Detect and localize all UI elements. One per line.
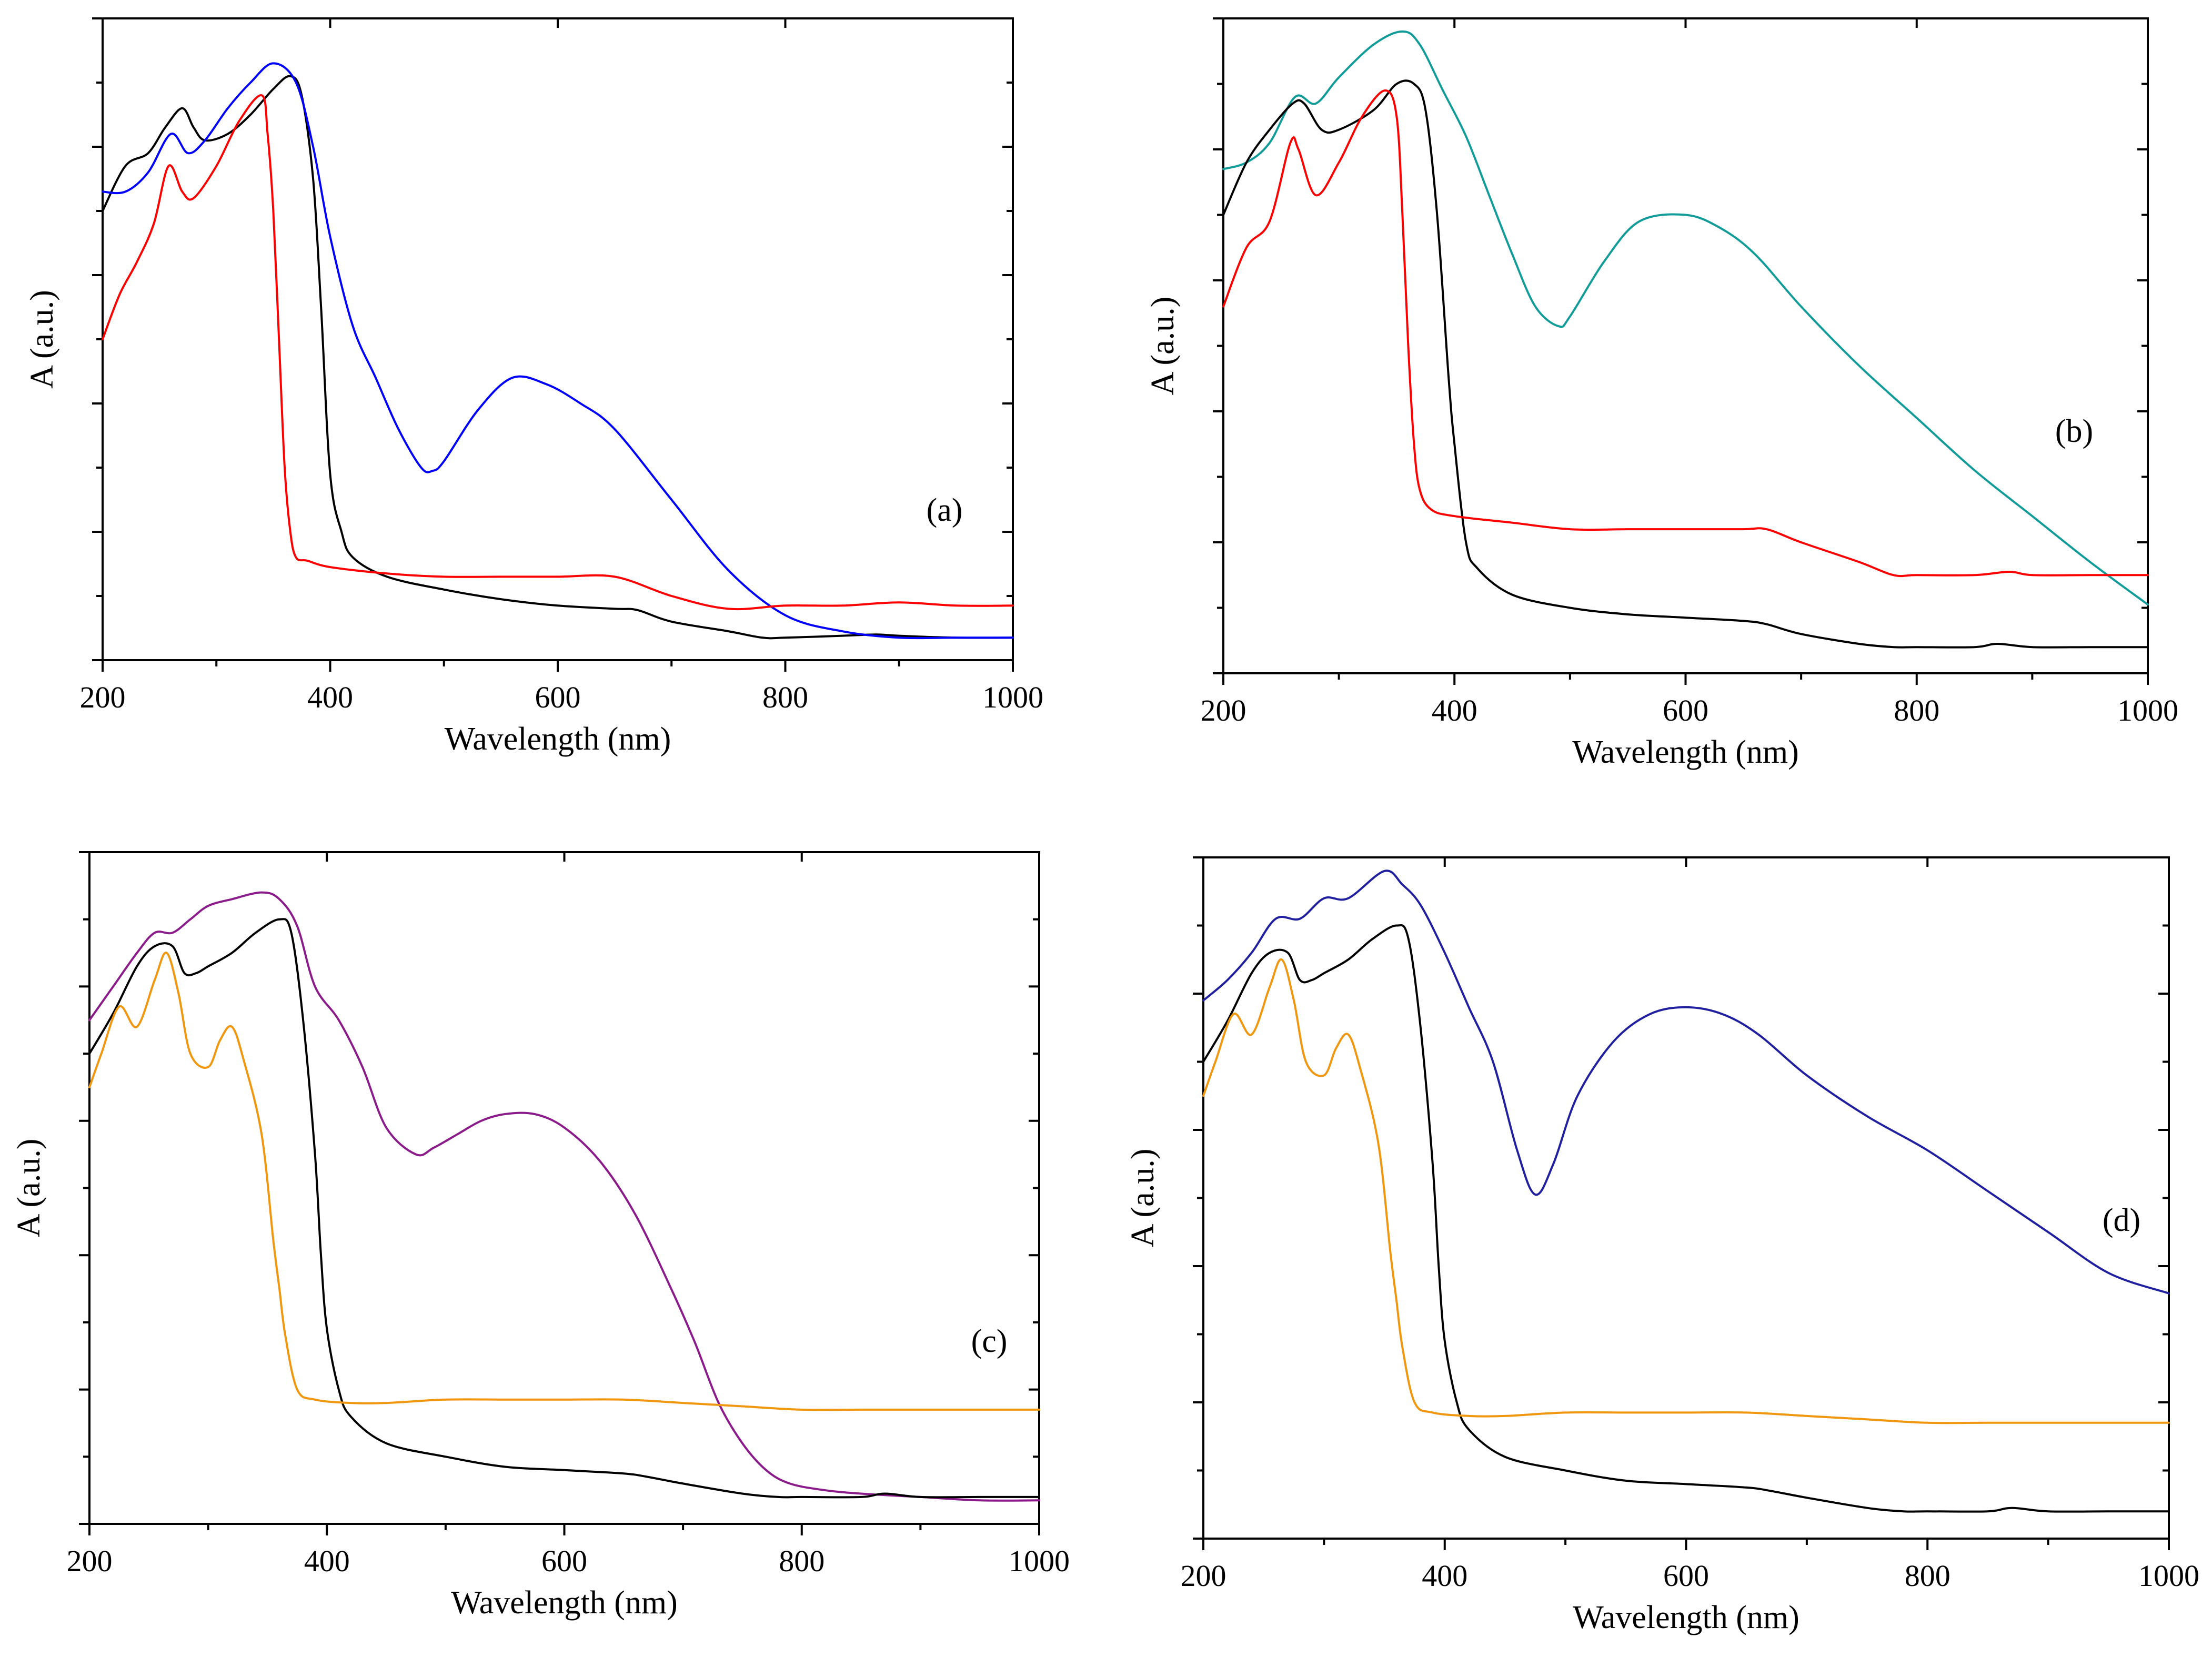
x-tick-label: 800 xyxy=(762,680,808,714)
chart-panel-d: 200 400 600 800 1000 Wavelength (nm) A (a.u.) (… xyxy=(1106,821,2212,1658)
y-axis-label: A (a.u.) xyxy=(11,1139,47,1238)
x-axis-label: Wavelength (nm) xyxy=(451,1585,678,1621)
chart-svg: 200 400 600 800 1000 Wavelength (nm) A (a.u.) (… xyxy=(1125,856,2199,1635)
x-tick-label: 1000 xyxy=(1009,1544,1070,1578)
series-line-orange xyxy=(1202,958,2170,1424)
x-tick-label: 600 xyxy=(541,1544,587,1578)
series-line-orange xyxy=(88,952,1040,1411)
chart-panel-a: 200 400 600 800 1000 Wavelength (nm) A (a.u.) (… xyxy=(0,0,1084,789)
series-line-black xyxy=(1202,924,2170,1513)
panel-label: (a) xyxy=(927,492,963,528)
x-tick-label: 400 xyxy=(1432,693,1477,727)
x-tick-label: 1000 xyxy=(2138,1559,2199,1593)
x-tick-label: 200 xyxy=(1201,693,1246,727)
series-line-red xyxy=(1222,89,2149,578)
plot-frame xyxy=(102,17,1014,661)
series-line-navy xyxy=(1202,870,2170,1295)
x-tick-label: 600 xyxy=(1663,1559,1709,1593)
chart-svg: 200 400 600 800 1000 Wavelength (nm) A (a.u.) (… xyxy=(24,17,1043,757)
chart-svg: 200 400 600 800 1000 Wavelength (nm) A (a.u.) (… xyxy=(1145,17,2178,770)
panel-label: (b) xyxy=(2055,413,2093,449)
x-axis-label: Wavelength (nm) xyxy=(445,721,671,757)
x-tick-label: 200 xyxy=(67,1544,113,1578)
x-tick-label: 1000 xyxy=(2117,693,2178,727)
series-line-blue xyxy=(102,62,1014,640)
series-line-black xyxy=(88,918,1040,1499)
panel-label: (c) xyxy=(971,1323,1008,1359)
series-line-red xyxy=(102,94,1014,611)
y-axis-label: A (a.u.) xyxy=(1145,297,1181,396)
x-axis-label: Wavelength (nm) xyxy=(1573,1600,1799,1635)
series-line-black xyxy=(1222,79,2149,649)
series-line-black xyxy=(102,75,1014,640)
x-tick-label: 800 xyxy=(1894,693,1939,727)
x-tick-label: 400 xyxy=(304,1544,350,1578)
x-tick-label: 400 xyxy=(307,680,353,714)
chart-panel-b: 200 400 600 800 1000 Wavelength (nm) A (a.u.) (… xyxy=(1106,0,2212,789)
x-tick-label: 800 xyxy=(1905,1559,1950,1593)
x-tick-label: 400 xyxy=(1422,1559,1467,1593)
x-tick-label: 200 xyxy=(1181,1559,1226,1593)
y-axis-label: A (a.u.) xyxy=(1125,1149,1161,1248)
chart-svg: 200 400 600 800 1000 Wavelength (nm) A (a.u.) (… xyxy=(11,851,1070,1621)
x-tick-label: 600 xyxy=(1663,693,1708,727)
chart-panel-c: 200 400 600 800 1000 Wavelength (nm) A (a.u.) (… xyxy=(0,821,1084,1658)
x-axis-label: Wavelength (nm) xyxy=(1572,734,1799,770)
x-tick-label: 200 xyxy=(80,680,126,714)
x-tick-label: 600 xyxy=(535,680,581,714)
x-tick-label: 1000 xyxy=(982,680,1043,714)
series-line-purple xyxy=(88,891,1040,1502)
panel-label: (d) xyxy=(2103,1202,2140,1238)
series-line-teal xyxy=(1222,30,2149,606)
x-tick-label: 800 xyxy=(779,1544,825,1578)
y-axis-label: A (a.u.) xyxy=(24,290,60,389)
